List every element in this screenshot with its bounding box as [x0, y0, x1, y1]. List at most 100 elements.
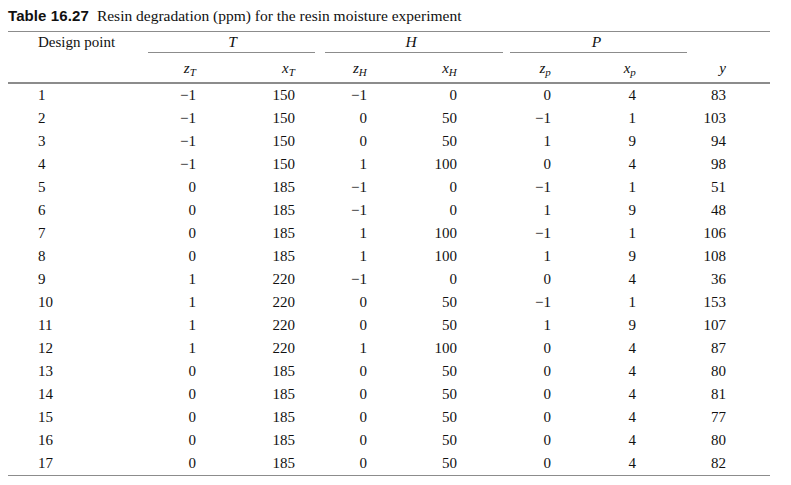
cell-xH: 100 — [413, 222, 505, 245]
cell-design-point: 7 — [8, 222, 148, 245]
cell-design-point: 3 — [8, 130, 148, 153]
cell-xH: 50 — [413, 291, 505, 314]
cell-zp: −1 — [505, 107, 598, 130]
cell-xT: 185 — [230, 199, 317, 222]
cell-zH: 0 — [317, 429, 413, 452]
table-row: 50185−10−1151 — [8, 176, 770, 199]
cell-xp: 9 — [598, 199, 688, 222]
cell-zT: 0 — [148, 406, 230, 429]
table-body: 1−1150−1004832−1150050−111033−1150050199… — [8, 83, 770, 476]
group-label-T: T — [228, 32, 237, 51]
group-header-T: T — [148, 32, 317, 54]
cell-xH: 0 — [413, 176, 505, 199]
cell-y: 81 — [688, 383, 770, 406]
cell-design-point: 10 — [8, 291, 148, 314]
group-underline-H — [325, 52, 503, 53]
cell-xp: 1 — [598, 107, 688, 130]
cell-zT: 0 — [148, 245, 230, 268]
col-header-xp: xp — [598, 53, 688, 83]
table-row: 80185110019108 — [8, 245, 770, 268]
cell-design-point: 5 — [8, 176, 148, 199]
cell-y: 48 — [688, 199, 770, 222]
cell-xT: 185 — [230, 429, 317, 452]
cell-design-point: 17 — [8, 452, 148, 476]
cell-xT: 185 — [230, 360, 317, 383]
cell-xp: 1 — [598, 176, 688, 199]
cell-zT: 1 — [148, 314, 230, 337]
cell-y: 107 — [688, 314, 770, 337]
cell-zp: 0 — [505, 360, 598, 383]
cell-xH: 100 — [413, 153, 505, 176]
cell-xT: 185 — [230, 383, 317, 406]
cell-zp: 1 — [505, 314, 598, 337]
cell-zp: 0 — [505, 429, 598, 452]
cell-y: 83 — [688, 83, 770, 107]
table-row: 101220050−11153 — [8, 291, 770, 314]
group-header-empty — [688, 32, 770, 54]
group-header-P: P — [505, 32, 688, 54]
table-row: 12122011000487 — [8, 337, 770, 360]
cell-zH: 0 — [317, 130, 413, 153]
table-row: 91220−100436 — [8, 268, 770, 291]
cell-zH: 1 — [317, 153, 413, 176]
cell-xp: 4 — [598, 429, 688, 452]
table-caption-text: Resin degradation (ppm) for the resin mo… — [97, 7, 462, 24]
cell-zp: −1 — [505, 291, 598, 314]
table-row: 1401850500481 — [8, 383, 770, 406]
col-header-xT: xT — [230, 53, 317, 83]
cell-xH: 50 — [413, 383, 505, 406]
table-row: 1501850500477 — [8, 406, 770, 429]
cell-xT: 150 — [230, 153, 317, 176]
cell-xH: 50 — [413, 360, 505, 383]
cell-xp: 9 — [598, 130, 688, 153]
cell-xH: 50 — [413, 429, 505, 452]
cell-xT: 220 — [230, 314, 317, 337]
cell-xT: 150 — [230, 83, 317, 107]
cell-y: 153 — [688, 291, 770, 314]
group-underline-P — [510, 52, 687, 53]
cell-design-point: 13 — [8, 360, 148, 383]
col-header-y: y — [688, 53, 770, 83]
cell-zp: 1 — [505, 199, 598, 222]
cell-zH: 0 — [317, 291, 413, 314]
cell-y: 94 — [688, 130, 770, 153]
cell-xH: 50 — [413, 314, 505, 337]
cell-zH: 1 — [317, 245, 413, 268]
table-row: 1701850500482 — [8, 452, 770, 476]
cell-design-point: 14 — [8, 383, 148, 406]
cell-xp: 1 — [598, 291, 688, 314]
group-label-H: H — [405, 32, 416, 51]
cell-zp: −1 — [505, 176, 598, 199]
table-row: 1301850500480 — [8, 360, 770, 383]
cell-zH: −1 — [317, 83, 413, 107]
cell-y: 87 — [688, 337, 770, 360]
page: Table 16.27Resin degradation (ppm) for t… — [0, 0, 791, 485]
table-row: 1−1150−100483 — [8, 83, 770, 107]
cell-zT: 0 — [148, 383, 230, 406]
cell-design-point: 6 — [8, 199, 148, 222]
cell-xp: 4 — [598, 337, 688, 360]
cell-y: 98 — [688, 153, 770, 176]
cell-xp: 4 — [598, 360, 688, 383]
cell-xp: 4 — [598, 268, 688, 291]
group-header-H: H — [317, 32, 505, 54]
cell-xp: 9 — [598, 314, 688, 337]
cell-design-point: 15 — [8, 406, 148, 429]
table-row: 11122005019107 — [8, 314, 770, 337]
cell-y: 103 — [688, 107, 770, 130]
cell-zT: 0 — [148, 176, 230, 199]
group-label-P: P — [592, 32, 601, 51]
cell-y: 108 — [688, 245, 770, 268]
cell-zp: 0 — [505, 83, 598, 107]
cell-y: 80 — [688, 360, 770, 383]
cell-zT: −1 — [148, 83, 230, 107]
cell-zH: 1 — [317, 337, 413, 360]
cell-xH: 50 — [413, 107, 505, 130]
cell-xT: 220 — [230, 268, 317, 291]
cell-zp: 1 — [505, 130, 598, 153]
group-underline-T — [148, 52, 315, 53]
cell-zT: 1 — [148, 291, 230, 314]
cell-zH: 0 — [317, 107, 413, 130]
cell-xT: 185 — [230, 176, 317, 199]
cell-zH: 0 — [317, 406, 413, 429]
